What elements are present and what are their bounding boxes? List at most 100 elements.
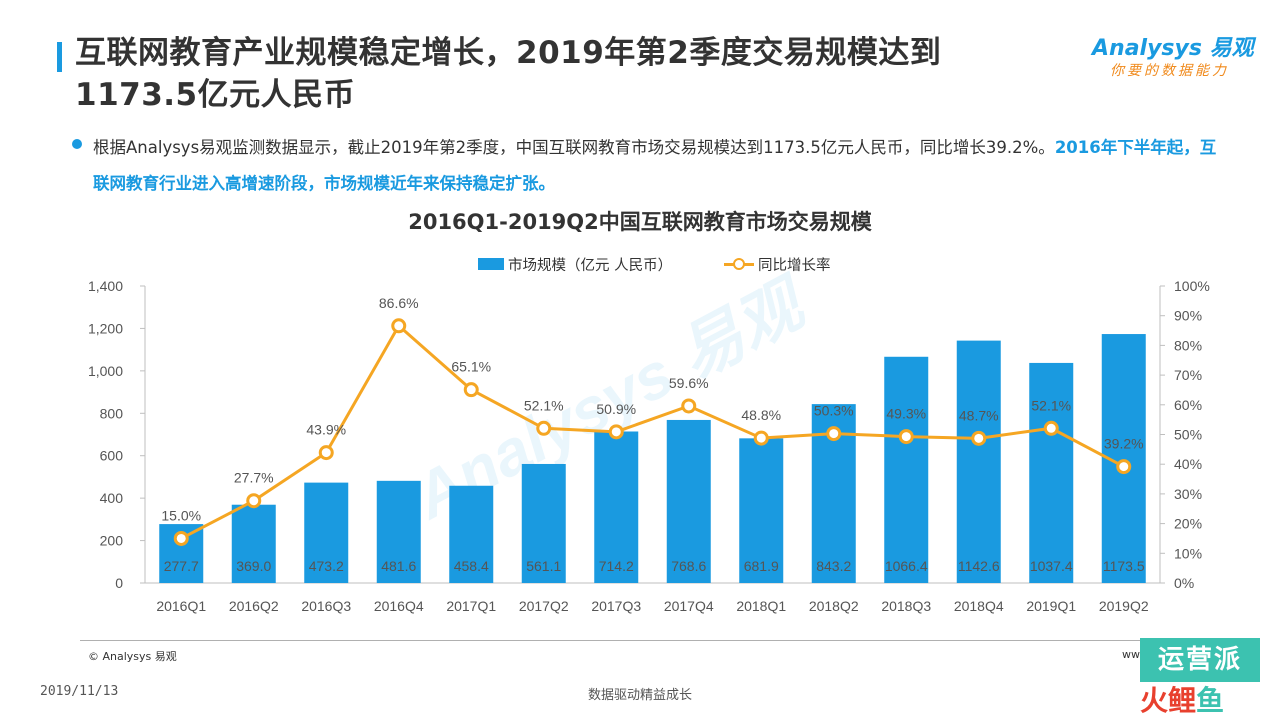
x-tick-label: 2016Q4 bbox=[374, 598, 424, 614]
y-left-tick-label: 1,000 bbox=[88, 363, 123, 379]
report-date: 2019/11/13 bbox=[40, 684, 119, 699]
bar-market-size bbox=[884, 356, 929, 583]
bar-value-label: 768.6 bbox=[671, 558, 706, 574]
y-right-tick-label: 0% bbox=[1174, 575, 1194, 591]
x-tick-label: 2018Q4 bbox=[954, 598, 1004, 614]
y-right-tick-label: 100% bbox=[1174, 278, 1210, 294]
growth-rate-label: 27.7% bbox=[234, 470, 274, 486]
growth-rate-label: 48.7% bbox=[959, 407, 999, 423]
y-right-tick-label: 30% bbox=[1174, 486, 1202, 502]
x-tick-label: 2016Q2 bbox=[229, 598, 279, 614]
bar-market-size bbox=[231, 504, 276, 583]
bar-market-size bbox=[449, 485, 494, 583]
x-tick-label: 2018Q1 bbox=[736, 598, 786, 614]
x-tick-label: 2016Q3 bbox=[301, 598, 351, 614]
bar-market-size bbox=[739, 438, 784, 583]
bar-value-label: 561.1 bbox=[526, 558, 561, 574]
y-left-tick-label: 1,400 bbox=[88, 278, 123, 294]
corner-char-1: 火 bbox=[1140, 684, 1169, 717]
x-tick-label: 2017Q1 bbox=[446, 598, 496, 614]
bar-value-label: 277.7 bbox=[164, 558, 199, 574]
corner-char-3: 鱼 bbox=[1196, 684, 1225, 717]
bar-value-label: 1173.5 bbox=[1103, 558, 1145, 574]
legend-bar-label: 市场规模（亿元 人民币） bbox=[508, 258, 673, 274]
growth-rate-point bbox=[318, 445, 334, 461]
corner-badge-bottom: 火鲤鱼 bbox=[1140, 682, 1260, 720]
legend-bar-swatch bbox=[478, 258, 504, 270]
growth-rate-point bbox=[391, 318, 407, 334]
growth-rate-label: 48.8% bbox=[741, 407, 781, 423]
y-right-tick-label: 20% bbox=[1174, 516, 1202, 532]
y-right-tick-label: 10% bbox=[1174, 545, 1202, 561]
growth-rate-point bbox=[971, 430, 987, 446]
growth-rate-point bbox=[826, 426, 842, 442]
logo-main-text: Analysys 易观 bbox=[1092, 36, 1254, 61]
y-right-tick-label: 40% bbox=[1174, 456, 1202, 472]
growth-rate-label: 59.6% bbox=[669, 375, 709, 391]
x-tick-label: 2019Q1 bbox=[1026, 598, 1076, 614]
y-left-tick-label: 200 bbox=[100, 533, 124, 549]
growth-rate-point bbox=[463, 382, 479, 398]
summary-paragraph: 根据Analysys易观监测数据显示，截止2019年第2季度，中国互联网教育市场… bbox=[93, 130, 1223, 202]
bar-value-label: 481.6 bbox=[381, 558, 416, 574]
corner-char-2: 鲤 bbox=[1168, 684, 1197, 717]
bar-value-label: 369.0 bbox=[236, 558, 271, 574]
growth-rate-label: 50.3% bbox=[814, 403, 854, 419]
bar-market-size bbox=[1029, 362, 1074, 583]
page-title: 互联网教育产业规模稳定增长，2019年第2季度交易规模达到 1173.5亿元人民… bbox=[75, 32, 1105, 116]
growth-rate-point bbox=[246, 493, 262, 509]
logo-sub-text: 你要的数据能力 bbox=[1110, 63, 1229, 79]
page-title-line2: 1173.5亿元人民币 bbox=[75, 77, 356, 113]
y-right-tick-label: 60% bbox=[1174, 397, 1202, 413]
growth-rate-label: 86.6% bbox=[379, 295, 419, 311]
page-title-line1: 互联网教育产业规模稳定增长，2019年第2季度交易规模达到 bbox=[75, 35, 942, 71]
bar-value-label: 714.2 bbox=[599, 558, 634, 574]
bar-value-label: 458.4 bbox=[454, 558, 489, 574]
bar-value-label: 1037.4 bbox=[1030, 558, 1073, 574]
copyright-text: © Analysys 易观 bbox=[88, 650, 177, 663]
y-left-tick-label: 1,200 bbox=[88, 320, 123, 336]
y-right-tick-label: 90% bbox=[1174, 308, 1202, 324]
x-tick-label: 2017Q2 bbox=[519, 598, 569, 614]
x-tick-label: 2016Q1 bbox=[156, 598, 206, 614]
y-right-tick-label: 80% bbox=[1174, 337, 1202, 353]
footer-divider bbox=[80, 640, 1150, 641]
y-right-tick-label: 50% bbox=[1174, 427, 1202, 443]
growth-rate-label: 49.3% bbox=[886, 406, 926, 422]
x-tick-label: 2018Q2 bbox=[809, 598, 859, 614]
corner-watermark-badge: 运营派 火鲤鱼 bbox=[1140, 638, 1280, 720]
growth-rate-label: 52.1% bbox=[524, 397, 564, 413]
bar-value-label: 473.2 bbox=[309, 558, 344, 574]
footer-slogan: 数据驱动精益成长 bbox=[587, 688, 692, 703]
growth-rate-point bbox=[898, 429, 914, 445]
bar-value-label: 1066.4 bbox=[885, 558, 928, 574]
growth-rate-label: 50.9% bbox=[596, 401, 636, 417]
growth-rate-point bbox=[753, 430, 769, 446]
growth-rate-point bbox=[536, 420, 552, 436]
summary-highlight: 2016年下半年起，互联网教育行业进入高增速阶段，市场规模近年来保持稳定扩张。 bbox=[93, 138, 1217, 193]
bar-market-size bbox=[594, 431, 639, 583]
growth-rate-label: 15.0% bbox=[161, 507, 201, 523]
summary-text: 根据Analysys易观监测数据显示，截止2019年第2季度，中国互联网教育市场… bbox=[93, 138, 1055, 157]
y-left-tick-label: 0 bbox=[115, 575, 123, 591]
analysys-logo: Analysys 易观 你要的数据能力 bbox=[1092, 30, 1272, 85]
bar-value-label: 1142.6 bbox=[958, 558, 1000, 574]
bar-market-size bbox=[666, 419, 711, 583]
y-left-tick-label: 400 bbox=[100, 490, 124, 506]
growth-rate-point bbox=[173, 530, 189, 546]
bar-market-size bbox=[521, 463, 566, 583]
growth-rate-label: 65.1% bbox=[451, 359, 491, 375]
growth-rate-point bbox=[608, 424, 624, 440]
growth-rate-line bbox=[180, 324, 1125, 540]
bar-market-size bbox=[376, 480, 421, 583]
x-tick-label: 2018Q3 bbox=[881, 598, 931, 614]
bar-value-label: 681.9 bbox=[744, 558, 779, 574]
legend-line-label: 同比增长率 bbox=[758, 258, 831, 274]
growth-rate-label: 39.2% bbox=[1104, 436, 1144, 452]
growth-rate-point bbox=[1116, 459, 1132, 475]
bar-value-label: 843.2 bbox=[816, 558, 851, 574]
corner-badge-top: 运营派 bbox=[1140, 638, 1260, 682]
growth-rate-label: 52.1% bbox=[1031, 397, 1071, 413]
legend-line-marker bbox=[733, 258, 745, 270]
